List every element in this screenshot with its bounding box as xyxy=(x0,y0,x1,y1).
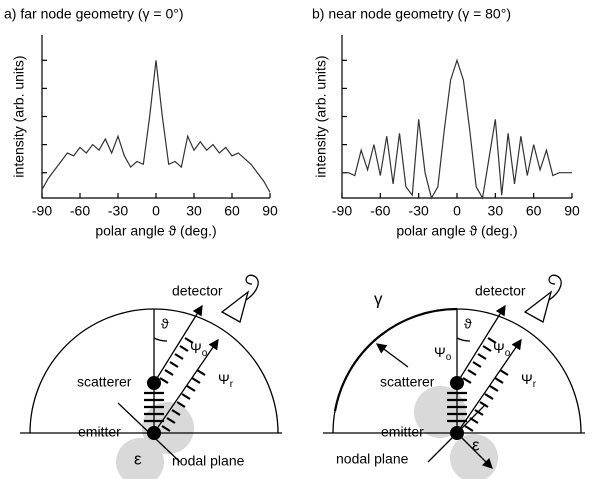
emitter-atom xyxy=(147,426,161,440)
label: nodal plane xyxy=(172,453,245,469)
wavefronts xyxy=(463,338,496,383)
subscript: r xyxy=(230,379,234,390)
charts: a) far node geometry (γ = 0°) -90 -60 -30 0 3… xyxy=(4,6,580,239)
chart-title: a) far node geometry (γ = 0°) xyxy=(4,6,184,22)
x-tick-label: -30 xyxy=(409,203,429,219)
gamma-arrow xyxy=(377,344,408,367)
x-tick-label: 90 xyxy=(262,203,278,219)
theta-arc xyxy=(154,338,167,341)
x-tick-label: -90 xyxy=(332,203,352,219)
label: Ψo xyxy=(434,344,452,363)
x-axis-label: polar angle ϑ (deg.) xyxy=(396,223,517,239)
label: Ψo xyxy=(190,340,208,359)
label: ε xyxy=(472,435,480,454)
symbol: Ψ xyxy=(190,340,202,356)
y-axis-label: intensity (arb. units) xyxy=(313,55,329,177)
detector-icon xyxy=(525,275,561,322)
x-axis-label: polar angle ϑ (deg.) xyxy=(95,223,216,239)
x-tick-label: 0 xyxy=(453,203,461,219)
x-tick-label: 60 xyxy=(526,203,542,219)
symbol: Ψ xyxy=(493,340,505,356)
subscript: r xyxy=(533,379,537,390)
x-tick-label: -60 xyxy=(70,203,90,219)
label: scatterer xyxy=(77,374,132,390)
axis xyxy=(42,35,270,198)
chart-title: b) near node geometry (γ = 80°) xyxy=(312,6,511,22)
figure: a) far node geometry (γ = 0°) -90 -60 -30 0 3… xyxy=(0,0,592,479)
symbol: Ψ xyxy=(521,371,533,387)
subscript: o xyxy=(505,348,511,359)
label: scatterer xyxy=(380,374,435,390)
x-tick-label: -60 xyxy=(370,203,390,219)
psi-r-ray xyxy=(457,340,521,433)
label: ϑ xyxy=(464,316,472,332)
y-axis-label: intensity (arb. units) xyxy=(11,55,27,177)
line xyxy=(342,60,572,198)
theta-arc xyxy=(457,338,470,341)
label: Ψr xyxy=(521,371,537,390)
scatterer-atom xyxy=(147,376,161,390)
x-tick-label: 0 xyxy=(152,203,160,219)
label: emitter xyxy=(381,424,424,440)
subscript: o xyxy=(446,352,452,363)
diagram-b: γ detector ϑ Ψo Ψo Ψr scatterer emitter … xyxy=(323,275,585,479)
label: ϑ xyxy=(161,316,169,332)
symbol: Ψ xyxy=(434,344,446,360)
subscript: o xyxy=(202,348,208,359)
symbol: Ψ xyxy=(218,371,230,387)
label: Ψr xyxy=(218,371,234,390)
label: ε xyxy=(134,449,142,468)
label: detector xyxy=(172,283,223,299)
detector-icon xyxy=(222,275,258,322)
x-tick-label: 30 xyxy=(488,203,504,219)
x-tick-label: -90 xyxy=(32,203,52,219)
scatterer-atom xyxy=(450,376,464,390)
x-tick-label: -30 xyxy=(108,203,128,219)
label: detector xyxy=(475,283,526,299)
x-tick-label: 90 xyxy=(564,203,580,219)
wavefronts xyxy=(160,338,193,383)
emitter-atom xyxy=(450,426,464,440)
line xyxy=(42,60,270,192)
label: nodal plane xyxy=(336,451,409,467)
x-tick-label: 30 xyxy=(186,203,202,219)
label: emitter xyxy=(78,424,121,440)
label: Ψo xyxy=(493,340,511,359)
diagram-a: detector ϑ Ψo Ψr scatterer emitter ε nod… xyxy=(20,275,282,479)
wavefronts xyxy=(465,370,508,431)
label: γ xyxy=(374,289,383,308)
x-tick-label: 60 xyxy=(224,203,240,219)
